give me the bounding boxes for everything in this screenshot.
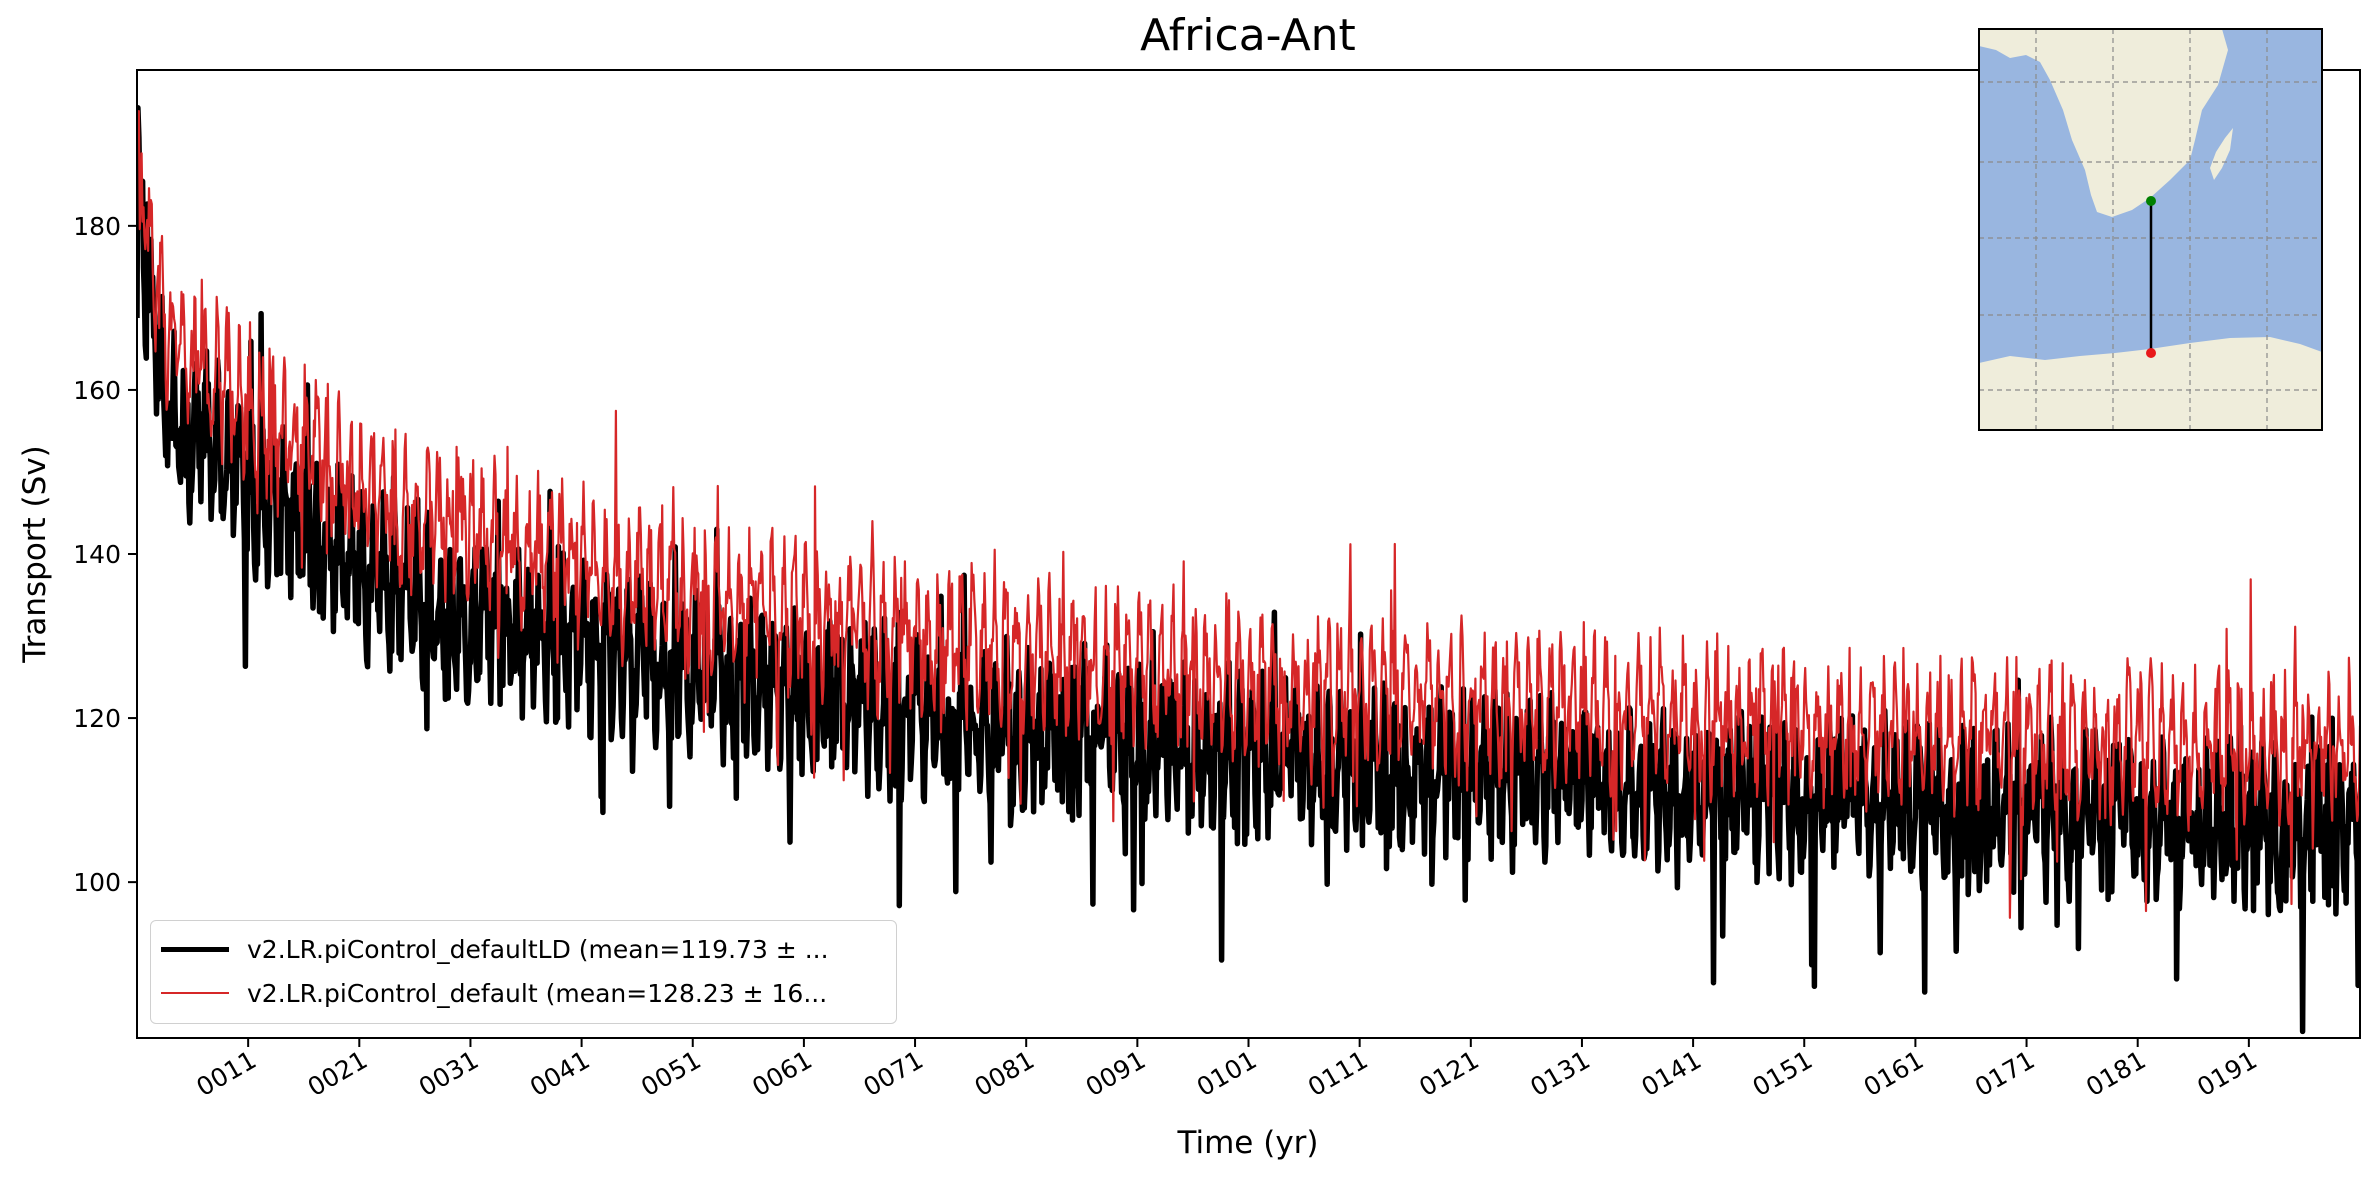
y-tick-label: 100 [73,868,121,897]
map-africa-landmass [1979,29,2228,217]
inset-map [1978,28,2323,431]
map-gridlines [1979,29,2322,430]
legend-swatch-red [161,992,229,994]
y-tick-label: 140 [73,540,121,569]
legend-swatch-black [161,946,229,952]
map-antarctica-landmass [1979,337,2322,430]
transect-end-point [2146,348,2156,358]
map-madagascar [2210,128,2233,180]
transect-start-point [2146,196,2156,206]
chart-title: Africa-Ant [1140,10,1356,61]
legend-label-black: v2.LR.piControl_defaultLD (mean=119.73 ±… [247,934,829,964]
y-axis-label: Transport (Sv) [17,445,53,664]
x-axis-label: Time (yr) [1177,1125,1319,1161]
inset-map-frame [1978,28,2323,431]
y-tick-label: 120 [73,704,121,733]
legend-entry-black: v2.LR.piControl_defaultLD (mean=119.73 ±… [161,929,829,969]
y-axis: 100 120 140 160 180 [73,212,137,897]
legend: v2.LR.piControl_defaultLD (mean=119.73 ±… [150,920,897,1024]
y-tick-label: 160 [73,376,121,405]
series-line-piControl-defaultLD [137,104,2360,1035]
legend-entry-red: v2.LR.piControl_default (mean=128.23 ± 1… [161,973,827,1013]
series-line-piControl-default [137,109,2360,919]
legend-label-red: v2.LR.piControl_default (mean=128.23 ± 1… [247,978,828,1008]
y-tick-label: 180 [73,212,121,241]
